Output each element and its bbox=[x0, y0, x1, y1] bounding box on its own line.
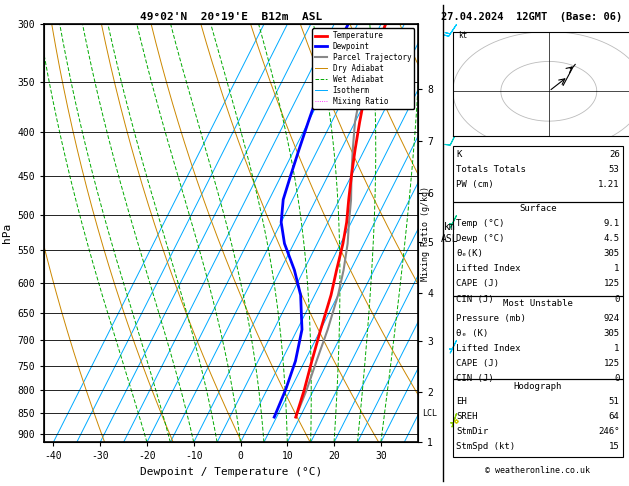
Text: StmDir: StmDir bbox=[456, 427, 488, 436]
Text: Pressure (mb): Pressure (mb) bbox=[456, 314, 526, 323]
Text: LCL: LCL bbox=[422, 409, 437, 418]
Text: 1: 1 bbox=[614, 264, 620, 274]
Text: 305: 305 bbox=[603, 329, 620, 338]
Text: 125: 125 bbox=[603, 359, 620, 368]
Text: CIN (J): CIN (J) bbox=[456, 295, 494, 304]
X-axis label: Dewpoint / Temperature (°C): Dewpoint / Temperature (°C) bbox=[140, 467, 322, 477]
Text: EH: EH bbox=[456, 397, 467, 406]
Text: 26: 26 bbox=[609, 150, 620, 159]
Text: StmSpd (kt): StmSpd (kt) bbox=[456, 442, 515, 451]
Text: 0: 0 bbox=[614, 295, 620, 304]
Text: 125: 125 bbox=[603, 279, 620, 289]
Text: Dewp (°C): Dewp (°C) bbox=[456, 234, 504, 243]
Text: PW (cm): PW (cm) bbox=[456, 180, 494, 189]
Text: CAPE (J): CAPE (J) bbox=[456, 279, 499, 289]
Text: Most Unstable: Most Unstable bbox=[503, 299, 573, 308]
Text: Lifted Index: Lifted Index bbox=[456, 264, 521, 274]
Text: 9.1: 9.1 bbox=[603, 219, 620, 228]
Text: SREH: SREH bbox=[456, 412, 477, 421]
Text: 924: 924 bbox=[603, 314, 620, 323]
Y-axis label: hPa: hPa bbox=[2, 223, 12, 243]
Text: Totals Totals: Totals Totals bbox=[456, 165, 526, 174]
Text: CIN (J): CIN (J) bbox=[456, 374, 494, 383]
Legend: Temperature, Dewpoint, Parcel Trajectory, Dry Adiabat, Wet Adiabat, Isotherm, Mi: Temperature, Dewpoint, Parcel Trajectory… bbox=[312, 28, 415, 109]
Y-axis label: km
ASL: km ASL bbox=[441, 223, 459, 244]
Text: θₑ(K): θₑ(K) bbox=[456, 249, 483, 259]
Text: K: K bbox=[456, 150, 462, 159]
Text: 1: 1 bbox=[614, 344, 620, 353]
Text: Lifted Index: Lifted Index bbox=[456, 344, 521, 353]
Text: 64: 64 bbox=[609, 412, 620, 421]
Text: kt: kt bbox=[458, 31, 467, 39]
Title: 49°02'N  20°19'E  B12m  ASL: 49°02'N 20°19'E B12m ASL bbox=[140, 12, 322, 22]
Text: Mixing Ratio (g/kg): Mixing Ratio (g/kg) bbox=[421, 186, 430, 281]
Text: 246°: 246° bbox=[598, 427, 620, 436]
Text: Surface: Surface bbox=[519, 204, 557, 213]
Text: © weatheronline.co.uk: © weatheronline.co.uk bbox=[486, 466, 590, 475]
Text: Temp (°C): Temp (°C) bbox=[456, 219, 504, 228]
Text: 305: 305 bbox=[603, 249, 620, 259]
Text: 53: 53 bbox=[609, 165, 620, 174]
Text: 4.5: 4.5 bbox=[603, 234, 620, 243]
Text: 1.21: 1.21 bbox=[598, 180, 620, 189]
Text: 0: 0 bbox=[614, 374, 620, 383]
Text: CAPE (J): CAPE (J) bbox=[456, 359, 499, 368]
Text: 51: 51 bbox=[609, 397, 620, 406]
Text: 15: 15 bbox=[609, 442, 620, 451]
Text: Hodograph: Hodograph bbox=[514, 382, 562, 391]
Text: θₑ (K): θₑ (K) bbox=[456, 329, 488, 338]
Text: 27.04.2024  12GMT  (Base: 06): 27.04.2024 12GMT (Base: 06) bbox=[441, 12, 622, 22]
